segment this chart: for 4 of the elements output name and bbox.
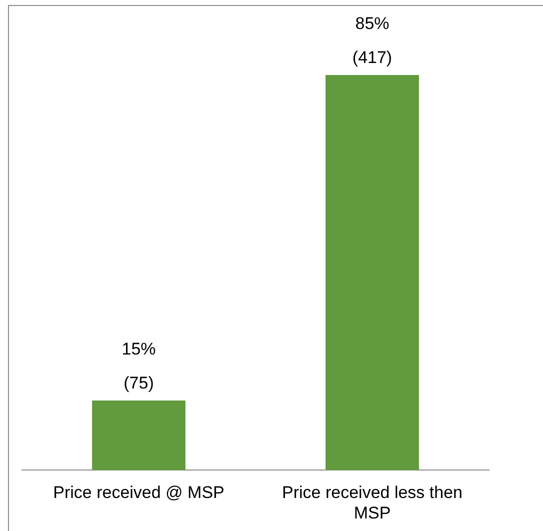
data-label: 15% (75) [122,340,156,393]
data-label: 85% (417) [352,14,392,68]
x-tick-label: Price received less then MSP [282,483,462,522]
x-tick-label: Price received @ MSP [53,483,224,502]
